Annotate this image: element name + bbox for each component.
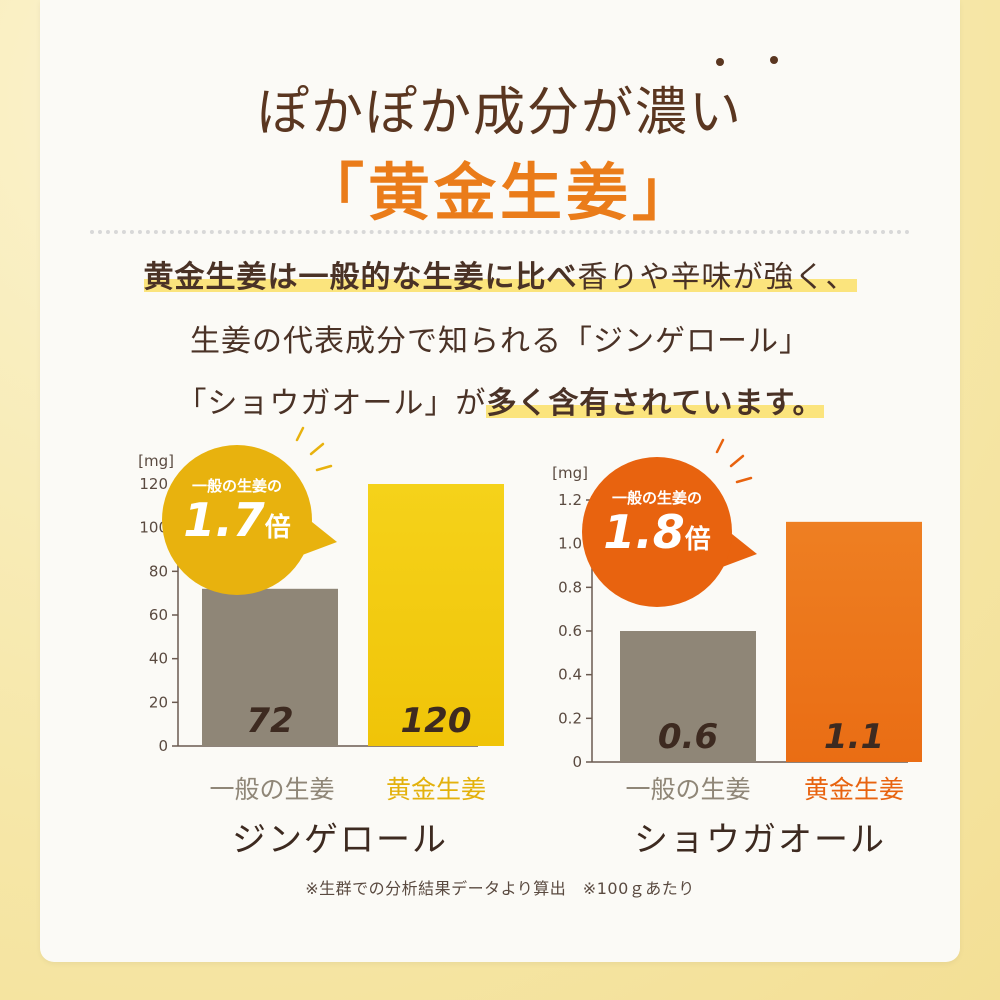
bar-golden-ginger: [786, 521, 922, 762]
footnote: ※生群での分析結果データより算出 ※100ｇあたり: [305, 879, 695, 898]
y-tick-label: 60: [149, 606, 168, 624]
lead-line2: 生姜の代表成分で知られる「ジンゲロール」: [190, 324, 810, 359]
bar-value-label: 120: [401, 701, 472, 741]
content-card: ぽかぽか成分が濃い 「黄金生姜」 黄金生姜は一般的な生姜に比べ香りや辛味が強く、…: [40, 0, 960, 962]
y-tick-label: 40: [149, 650, 168, 668]
y-tick-label: 120: [139, 475, 168, 493]
sparkle-line: [735, 476, 753, 484]
badge-number: 1.8: [603, 505, 685, 559]
y-tick-label: 0.6: [558, 622, 582, 640]
lead-line3-rest: 「ショウガオール」が: [176, 386, 487, 421]
shogaol-chart: [mg] 0 0.2 0.4 0.6 0.8 1.0 1.2 0.6 1.1 一般の生姜の 1.8…: [500, 438, 922, 870]
bar-regular-ginger: [620, 631, 756, 762]
badge-value: 1.7倍: [162, 493, 312, 547]
lead-line1-rest: 香りや辛味が強く、: [577, 260, 857, 295]
headline-line1: ぽかぽか成分が濃い: [256, 83, 743, 143]
sparkle-line: [295, 426, 305, 442]
dotted-divider: [90, 230, 910, 234]
badge-value: 1.8倍: [582, 505, 732, 559]
category-label-regular: 一般の生姜: [209, 775, 335, 804]
y-tick-label: 0: [572, 753, 582, 771]
y-tick-label: 1.2: [558, 491, 582, 509]
category-label-golden: 黄金生姜: [803, 775, 904, 804]
y-tick-label: 0: [158, 737, 168, 755]
y-unit-label: [mg]: [552, 464, 588, 482]
category-label-regular: 一般の生姜: [625, 775, 751, 804]
chart-title-gingerol: ジンゲロール: [232, 820, 448, 860]
headline-line2: 「黄金生姜」: [301, 156, 698, 229]
lead-line3: 「ショウガオール」が多く含有されています。: [40, 378, 960, 422]
lead-line3-bold: 多く含有されています。: [486, 386, 824, 421]
y-tick-label: 80: [149, 562, 168, 580]
y-tick-label: 0.4: [558, 666, 582, 684]
y-unit-label: [mg]: [138, 452, 174, 470]
shogaol-chart-svg: [mg] 0 0.2 0.4 0.6 0.8 1.0 1.2 0.6 1.1: [552, 438, 922, 771]
y-tick-label: 0.8: [558, 578, 582, 596]
sparkle-line: [309, 442, 325, 456]
y-tick-label: 1.0: [558, 535, 582, 553]
bar-golden-ginger: [368, 484, 504, 746]
badge-caption: 一般の生姜の: [611, 489, 702, 507]
y-tick-label: 0.2: [558, 709, 582, 727]
gingerol-chart: [mg] 0 20 40 60 80 100 120 72 120 一般の生姜の 1.7倍 一般の…: [80, 426, 504, 870]
emphasis-dots: [716, 56, 786, 70]
gingerol-chart-svg: [mg] 0 20 40 60 80 100 120 72 120: [138, 426, 504, 755]
bar-value-label: 72: [246, 701, 293, 741]
badge-number: 1.7: [183, 493, 265, 547]
gingerol-ratio-badge: 一般の生姜の 1.7倍: [162, 445, 312, 595]
bar-value-label: 0.6: [658, 717, 718, 757]
badge-unit: 倍: [684, 525, 711, 555]
sparkle-line: [729, 454, 745, 468]
lead-line1-bold: 黄金生姜は一般的な生姜に比べ: [143, 260, 578, 295]
badge-caption: 一般の生姜の: [191, 477, 282, 495]
badge-unit: 倍: [264, 513, 291, 543]
y-tick-label: 100: [139, 519, 168, 537]
bar-regular-ginger: [202, 588, 338, 746]
sparkle-line: [715, 438, 725, 454]
category-label-golden: 黄金生姜: [385, 775, 486, 804]
sparkle-line: [315, 464, 333, 472]
bar-value-label: 1.1: [824, 717, 884, 757]
lead-line1: 黄金生姜は一般的な生姜に比べ香りや辛味が強く、: [40, 252, 960, 296]
chart-title-shogaol: ショウガオール: [634, 820, 886, 860]
y-tick-label: 20: [149, 693, 168, 711]
shogaol-ratio-badge: 一般の生姜の 1.8倍: [582, 457, 732, 607]
